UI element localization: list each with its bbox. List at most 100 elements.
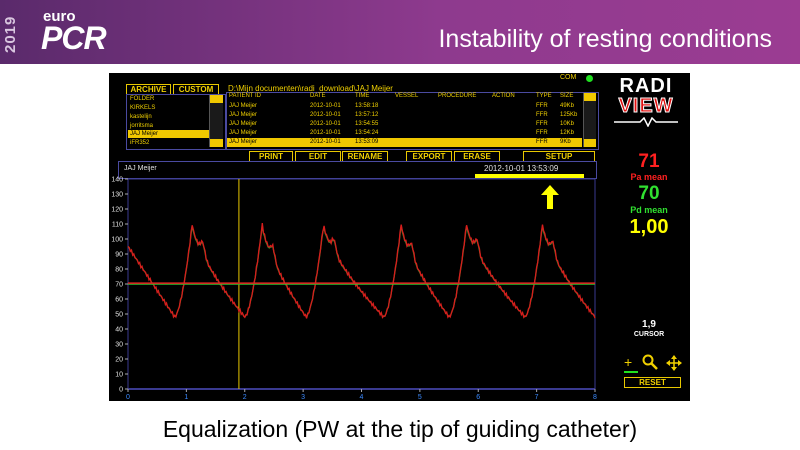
col-type: TYPE bbox=[536, 93, 552, 99]
logo-euro: euro bbox=[43, 8, 76, 25]
cell-time: 13:58:18 bbox=[355, 103, 379, 109]
table-row-selected[interactable]: JAJ Meijer 2012-10-01 13:53:09 FFR 9Kb bbox=[227, 138, 582, 147]
x-tick-label: 2 bbox=[243, 394, 247, 401]
radiview-screen: ARCHIVE CUSTOM FOLDER KIRKELS kastelijn … bbox=[109, 73, 690, 401]
cursor-value: 1,9 bbox=[642, 319, 656, 330]
col-action: ACTION bbox=[492, 93, 515, 99]
cell-size: 125Kb bbox=[560, 112, 578, 118]
col-size: SIZE bbox=[560, 93, 574, 99]
x-tick-label: 7 bbox=[535, 394, 539, 401]
tracing-patient: JAJ Meijer bbox=[124, 165, 157, 172]
y-tick-label: 0 bbox=[119, 387, 123, 394]
x-tick-label: 0 bbox=[126, 394, 130, 401]
scroll-down-icon[interactable] bbox=[210, 139, 223, 147]
cell-time: 13:54:24 bbox=[355, 130, 379, 136]
file-table bbox=[226, 92, 599, 150]
col-patient-id: PATIENT ID bbox=[229, 93, 262, 99]
cell-date: 2012-10-01 bbox=[310, 130, 341, 136]
y-tick-label: 60 bbox=[115, 297, 123, 304]
logo-waveform-icon bbox=[614, 117, 678, 127]
cell-time: 13:57:12 bbox=[355, 112, 379, 118]
cell-size: 49Kb bbox=[560, 103, 575, 109]
y-tick-label: 100 bbox=[111, 237, 123, 244]
folder-item[interactable]: KIRKELS bbox=[130, 105, 156, 111]
col-procedure: PROCEDURE bbox=[438, 93, 477, 99]
cell-patient: JAJ Meijer bbox=[229, 103, 258, 109]
x-tick-label: 1 bbox=[184, 394, 188, 401]
y-tick-label: 50 bbox=[115, 312, 123, 319]
y-tick-label: 90 bbox=[115, 252, 123, 259]
logo-brand: PCR bbox=[41, 20, 107, 56]
cell-date: 2012-10-01 bbox=[310, 121, 341, 127]
y-tick-label: 80 bbox=[115, 267, 123, 274]
col-vessel: VESSEL bbox=[395, 93, 419, 99]
y-tick-label: 40 bbox=[115, 327, 123, 334]
cell-type: FFR bbox=[536, 139, 548, 145]
pa-waveform-line bbox=[127, 223, 596, 319]
com-label: COM bbox=[560, 74, 577, 81]
cell-size: 9Kb bbox=[560, 139, 571, 145]
pa-mean-value: 71 bbox=[638, 151, 660, 172]
folder-scrollbar[interactable] bbox=[209, 95, 223, 147]
cursor-label: CURSOR bbox=[633, 331, 665, 338]
col-date: DATE bbox=[310, 93, 326, 99]
cell-type: FFR bbox=[536, 130, 548, 136]
cell-time: 13:53:09 bbox=[355, 139, 379, 145]
y-tick-label: 10 bbox=[115, 372, 123, 379]
folder-item[interactable]: kastelijn bbox=[130, 114, 152, 120]
scroll-up-icon[interactable] bbox=[210, 95, 223, 103]
y-tick-label: 110 bbox=[112, 222, 123, 229]
y-tick-label: 140 bbox=[111, 177, 123, 184]
y-tick-label: 30 bbox=[115, 342, 123, 349]
folder-item[interactable]: jorritsma bbox=[130, 123, 154, 129]
y-tick-label: 120 bbox=[111, 207, 123, 214]
tracing-timestamp: 2012-10-01 13:53:09 bbox=[484, 164, 559, 173]
pa-mean-label: Pa mean bbox=[630, 172, 668, 182]
header-banner: 2019 euro PCR Instability of resting con… bbox=[0, 0, 800, 64]
cell-patient: JAJ Meijer bbox=[229, 112, 258, 118]
folder-item[interactable]: FOLDER bbox=[130, 96, 155, 102]
table-scrollbar[interactable] bbox=[583, 93, 596, 147]
cell-patient: JAJ Meijer bbox=[229, 139, 258, 145]
timestamp-highlight bbox=[475, 174, 584, 178]
pressure-chart: 0 10 20 30 40 50 60 70 80 90 100 110 120 130 140 0 1 2 3 4 5… bbox=[111, 177, 597, 402]
x-tick-label: 5 bbox=[418, 394, 422, 401]
folder-item[interactable]: iFR352 bbox=[130, 140, 150, 146]
cell-type: FFR bbox=[536, 103, 548, 109]
logo-year: 2019 bbox=[2, 15, 19, 53]
magnifier-icon[interactable] bbox=[642, 354, 658, 370]
cell-time: 13:54:55 bbox=[355, 121, 379, 127]
radiview-logo: RADI VIEW bbox=[606, 75, 686, 127]
tool-active-indicator bbox=[624, 371, 638, 373]
cell-type: FFR bbox=[536, 112, 548, 118]
pd-pa-ratio: 1,00 bbox=[629, 216, 669, 238]
x-tick-label: 6 bbox=[476, 394, 480, 401]
logo-radi: RADI bbox=[619, 75, 673, 97]
com-status-icon bbox=[586, 75, 593, 82]
y-tick-label: 130 bbox=[111, 192, 123, 199]
logo-view: VIEW bbox=[618, 95, 674, 118]
cell-patient: JAJ Meijer bbox=[229, 121, 258, 127]
annotation-arrow-icon bbox=[541, 185, 559, 209]
current-path: D:\Mijn documenten\radi_download\JAJ Mei… bbox=[228, 84, 393, 93]
y-tick-label: 70 bbox=[115, 282, 123, 289]
folder-list bbox=[126, 94, 226, 150]
plus-icon[interactable]: + bbox=[624, 354, 633, 370]
pd-waveform-line bbox=[127, 225, 596, 319]
col-time: TIME bbox=[355, 93, 370, 99]
slide-caption: Equalization (PW at the tip of guiding c… bbox=[162, 416, 638, 442]
cell-size: 12Kb bbox=[560, 130, 575, 136]
y-tick-label: 20 bbox=[115, 357, 123, 364]
cell-patient: JAJ Meijer bbox=[229, 130, 258, 136]
folder-item-selected[interactable]: JAJ Meijer bbox=[128, 130, 210, 138]
cell-type: FFR bbox=[536, 121, 548, 127]
pd-mean-value: 70 bbox=[638, 183, 660, 204]
reset-button[interactable]: RESET bbox=[624, 377, 681, 388]
cell-date: 2012-10-01 bbox=[310, 139, 341, 145]
move-arrows-icon[interactable] bbox=[666, 355, 682, 371]
x-tick-label: 3 bbox=[301, 394, 305, 401]
pd-mean-label: Pd mean bbox=[630, 205, 668, 215]
scroll-down-icon[interactable] bbox=[584, 139, 596, 147]
cell-size: 10Kb bbox=[560, 121, 575, 127]
scroll-up-icon[interactable] bbox=[584, 93, 596, 101]
